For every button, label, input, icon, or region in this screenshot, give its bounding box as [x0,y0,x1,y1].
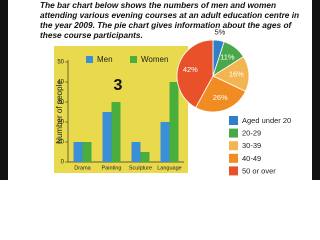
y-tick-label: 0 [61,160,65,166]
legend-label: Men [97,55,113,64]
bar [140,152,150,162]
y-tick-label: 40 [57,80,64,86]
legend-swatch [229,128,238,138]
y-tick-label: 20 [57,120,64,126]
page: The bar chart below shows the numbers of… [0,0,320,180]
legend-label: 40-49 [242,154,261,163]
x-tick-label: Drama [74,165,91,171]
y-tick-label: 30 [57,100,64,106]
description-box: The bar chart below shows the numbers of… [40,0,300,40]
slice-label: 26% [213,93,228,102]
slice-label: 16% [229,70,244,79]
bar [169,82,179,162]
legend-swatch [130,56,137,63]
slice-label: 11% [220,52,235,61]
legend-swatch [229,166,238,176]
legend-label: Aged under 20 [242,116,291,125]
x-tick-label: Painting [102,165,122,171]
legend-swatch [229,153,238,163]
bar [160,122,170,162]
slice-label: 5% [214,28,225,37]
y-tick-label: 10 [57,140,64,146]
bar [131,142,141,162]
legend-swatch [229,116,238,125]
slice-label: 42% [183,65,198,74]
y-axis-label: Number of people [55,80,64,144]
legend-swatch [86,56,93,63]
legend-label: 50 or over [242,166,276,175]
bar [111,102,121,162]
frame-left [0,0,8,180]
annotation: 3 [114,77,123,94]
pie-slice [176,39,214,109]
legend-swatch [229,141,238,151]
legend-label: 30-39 [242,141,261,150]
bar [102,112,112,162]
y-tick-label: 50 [57,60,64,66]
x-tick-label: Sculpture [129,165,152,171]
description: The bar chart below shows the numbers of… [40,0,300,40]
x-tick-label: Language [157,165,181,171]
frame-right [312,0,320,180]
legend-label: Women [141,55,168,64]
bar [73,142,83,162]
bar [82,142,92,162]
legend-label: 20-29 [242,129,261,138]
